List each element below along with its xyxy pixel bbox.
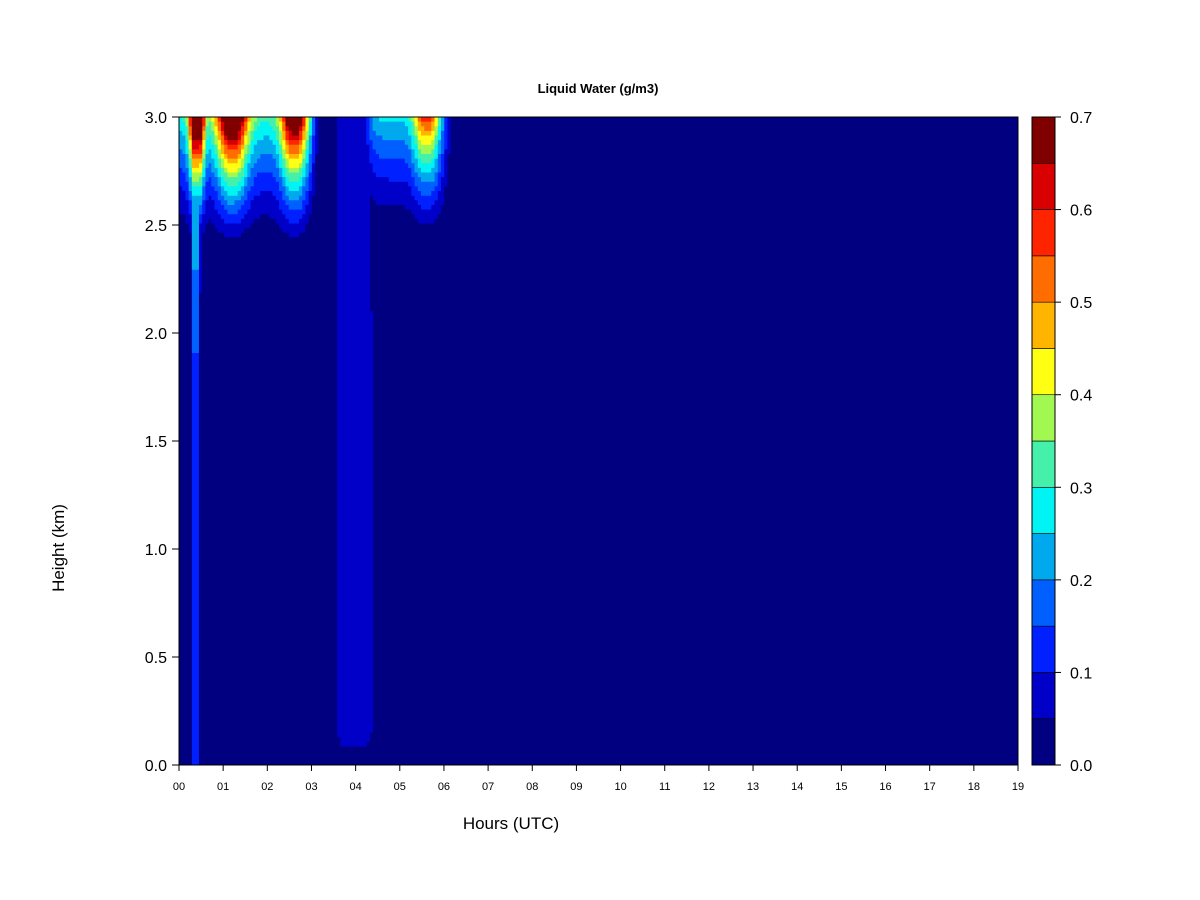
colorbar-frame bbox=[1031, 116, 1056, 766]
colorbar: 0.0 0.1 0.2 0.3 0.4 0.5 0.6 0.7 bbox=[1031, 110, 1092, 775]
colorbar-tick-label: 0.4 bbox=[1070, 388, 1092, 405]
colorbar-tick-label: 0.0 bbox=[1070, 758, 1092, 775]
colorbar-swatch bbox=[1031, 718, 1056, 766]
x-tick-label: 14 bbox=[791, 781, 803, 793]
colorbar-swatch bbox=[1031, 440, 1056, 488]
y-tick-label: 0.5 bbox=[145, 650, 167, 667]
x-tick-label: 18 bbox=[968, 781, 980, 793]
contour-layer bbox=[179, 117, 451, 765]
x-tick-label: 09 bbox=[570, 781, 582, 793]
colorbar-swatch bbox=[1031, 162, 1056, 210]
colorbar-tick-label: 0.7 bbox=[1070, 110, 1092, 127]
y-tick-label: 0.0 bbox=[145, 758, 167, 775]
x-tick-label: 02 bbox=[261, 781, 273, 793]
x-axis-label: Hours (UTC) bbox=[463, 814, 559, 833]
y-tick-label: 2.0 bbox=[145, 326, 167, 343]
colorbar-swatch bbox=[1031, 579, 1056, 627]
chart-title: Liquid Water (g/m3) bbox=[538, 81, 659, 96]
contour-level-13 bbox=[191, 117, 303, 141]
x-tick-label: 11 bbox=[659, 781, 670, 793]
colorbar-swatch bbox=[1031, 625, 1056, 673]
x-tick-label: 00 bbox=[173, 781, 185, 793]
y-axis-label: Height (km) bbox=[49, 504, 68, 592]
y-axis: 0.0 0.5 1.0 1.5 2.0 2.5 3.0 bbox=[145, 110, 179, 775]
x-tick-label: 13 bbox=[747, 781, 759, 793]
x-tick-label: 16 bbox=[879, 781, 891, 793]
x-tick-label: 04 bbox=[350, 781, 362, 793]
x-tick-label: 17 bbox=[924, 781, 936, 793]
x-tick-label: 15 bbox=[835, 781, 847, 793]
contour-level-7 bbox=[185, 117, 438, 182]
y-tick-label: 1.5 bbox=[145, 434, 167, 451]
y-tick-label: 3.0 bbox=[145, 110, 167, 127]
colorbar-swatch bbox=[1031, 348, 1056, 396]
plot-background bbox=[179, 117, 1018, 765]
colorbar-swatch bbox=[1031, 209, 1056, 257]
colorbar-swatch bbox=[1031, 255, 1056, 303]
colorbar-swatch bbox=[1031, 533, 1056, 581]
x-tick-label: 07 bbox=[482, 781, 494, 793]
x-axis: 00 01 02 03 04 05 06 07 08 09 10 11 12 13 14 15 16 17 18 19 bbox=[173, 765, 1024, 793]
x-tick-label: 05 bbox=[394, 781, 406, 793]
x-tick-label: 08 bbox=[526, 781, 538, 793]
x-tick-label: 19 bbox=[1012, 781, 1024, 793]
colorbar-tick-label: 0.5 bbox=[1070, 295, 1092, 312]
colorbar-tick-label: 0.3 bbox=[1070, 480, 1092, 497]
colorbar-swatch bbox=[1031, 486, 1056, 534]
x-tick-label: 01 bbox=[217, 781, 229, 793]
colorbar-swatch bbox=[1031, 301, 1056, 349]
colorbar-swatch bbox=[1031, 116, 1056, 164]
y-tick-label: 1.0 bbox=[145, 542, 167, 559]
colorbar-swatch bbox=[1031, 672, 1056, 720]
plot-area bbox=[179, 117, 1018, 765]
colorbar-tick-label: 0.2 bbox=[1070, 573, 1092, 590]
x-tick-label: 10 bbox=[614, 781, 626, 793]
colorbar-tick-label: 0.1 bbox=[1070, 665, 1092, 682]
x-tick-label: 06 bbox=[438, 781, 450, 793]
colorbar-tick-label: 0.6 bbox=[1070, 203, 1092, 220]
y-tick-label: 2.5 bbox=[145, 218, 167, 235]
x-tick-label: 12 bbox=[703, 781, 715, 793]
colorbar-swatch bbox=[1031, 394, 1056, 442]
x-tick-label: 03 bbox=[305, 781, 317, 793]
